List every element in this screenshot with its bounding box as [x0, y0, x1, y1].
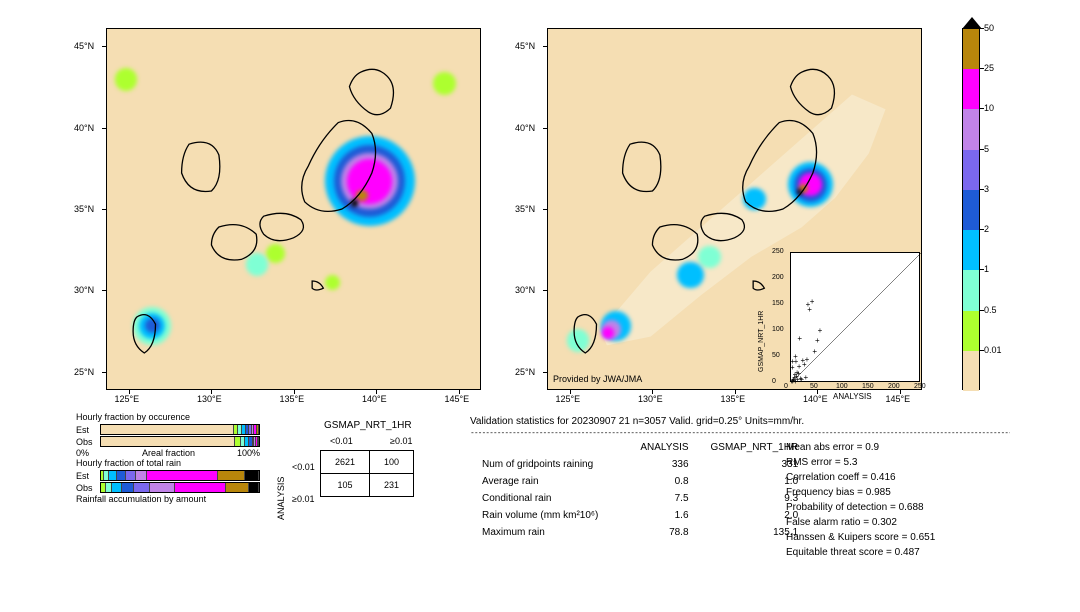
validation-title: Validation statistics for 20230907 21 n=…	[470, 416, 804, 427]
y-tick: 35°N	[74, 204, 94, 214]
colorbar-tick: 0.5	[984, 305, 997, 315]
y-tick: 30°N	[515, 285, 535, 295]
colorbar-tick: 1	[984, 264, 989, 274]
contingency-title: GSMAP_NRT_1HR	[324, 420, 412, 431]
x-tick: 140°E	[362, 394, 387, 404]
hbar-section: Hourly fraction by occurenceEstObs0%Area…	[76, 412, 260, 506]
colorbar-tick: 25	[984, 63, 994, 73]
colorbar	[962, 28, 980, 390]
contingency-row-label: ANALYSIS	[276, 450, 286, 520]
y-tick: 45°N	[515, 41, 535, 51]
contingency-table: 2621100105231	[320, 450, 414, 497]
validation-table: ANALYSISGSMAP_NRT_1HRNum of gridpoints r…	[470, 438, 810, 542]
x-tick: 140°E	[803, 394, 828, 404]
map-panel: GSMAP_NRT_1HR estimates for 20230907 21	[106, 28, 481, 390]
x-tick: 145°E	[886, 394, 911, 404]
colorbar-tick: 3	[984, 184, 989, 194]
y-tick: 35°N	[515, 204, 535, 214]
y-tick: 40°N	[515, 123, 535, 133]
x-tick: 130°E	[638, 394, 663, 404]
colorbar-tick: 10	[984, 103, 994, 113]
y-tick: 25°N	[74, 367, 94, 377]
credit-text: Provided by JWA/JMA	[553, 374, 642, 384]
x-tick: 130°E	[197, 394, 222, 404]
colorbar-tick: 2	[984, 224, 989, 234]
y-tick: 40°N	[74, 123, 94, 133]
x-tick: 145°E	[445, 394, 470, 404]
scores-list: Mean abs error = 0.9RMS error = 5.3Corre…	[786, 440, 935, 560]
x-tick: 125°E	[556, 394, 581, 404]
y-tick: 45°N	[74, 41, 94, 51]
x-tick: 125°E	[115, 394, 140, 404]
colorbar-tick: 5	[984, 144, 989, 154]
y-tick: 30°N	[74, 285, 94, 295]
y-tick: 25°N	[515, 367, 535, 377]
inset-xlabel: ANALYSIS	[833, 392, 872, 401]
colorbar-tick: 50	[984, 23, 994, 33]
inset-ylabel: GSMAP_NRT_1HR	[758, 262, 765, 372]
colorbar-tick: 0.01	[984, 345, 1002, 355]
x-tick: 135°E	[721, 394, 746, 404]
x-tick: 135°E	[280, 394, 305, 404]
scatter-inset: ++++++++++++++++++++++++++++++	[790, 252, 920, 382]
